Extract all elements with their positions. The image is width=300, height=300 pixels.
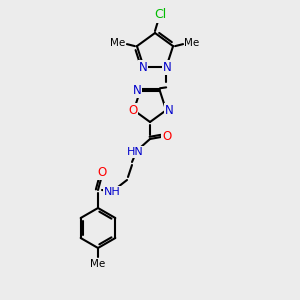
Text: N: N bbox=[133, 84, 141, 97]
Text: Me: Me bbox=[184, 38, 200, 48]
Text: N: N bbox=[139, 61, 147, 74]
Text: Me: Me bbox=[110, 38, 126, 48]
Text: O: O bbox=[128, 104, 137, 117]
Text: Me: Me bbox=[90, 259, 106, 269]
Text: O: O bbox=[98, 167, 106, 179]
Text: N: N bbox=[165, 104, 173, 117]
Text: O: O bbox=[162, 130, 172, 143]
Text: NH: NH bbox=[103, 187, 120, 197]
Text: HN: HN bbox=[127, 147, 143, 157]
Text: Cl: Cl bbox=[154, 8, 166, 22]
Text: N: N bbox=[163, 61, 172, 74]
